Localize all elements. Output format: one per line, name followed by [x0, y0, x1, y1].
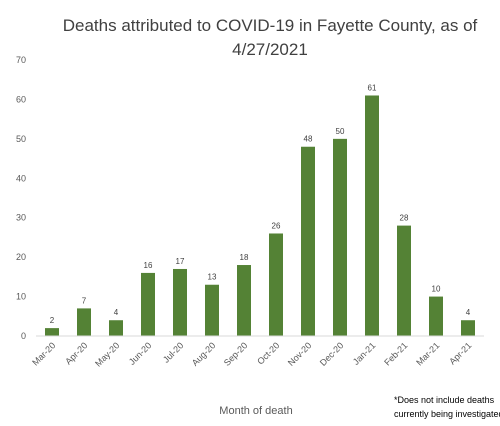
y-tick-label: 70 — [16, 55, 26, 65]
bar — [429, 296, 443, 336]
bar — [269, 233, 283, 336]
footnote: *Does not include deaths currently being… — [394, 393, 500, 423]
x-tick-label: Apr-20 — [63, 340, 89, 366]
bar — [365, 95, 379, 336]
footnote-line-2: currently being investigated — [394, 409, 500, 419]
bar — [205, 284, 219, 336]
footnote-line-1: *Does not include deaths — [394, 395, 495, 405]
data-label: 4 — [114, 308, 119, 317]
bar — [333, 138, 347, 336]
data-label: 18 — [240, 253, 249, 262]
y-tick-label: 0 — [21, 331, 26, 341]
bar — [397, 225, 411, 336]
x-tick-label: Mar-20 — [30, 340, 57, 367]
data-label: 17 — [176, 257, 185, 266]
data-label: 61 — [368, 83, 377, 92]
bar — [237, 265, 251, 336]
x-tick-label: Sep-20 — [222, 340, 250, 368]
x-tick-label: Feb-21 — [382, 340, 409, 367]
x-tick-label: Dec-20 — [318, 340, 346, 368]
bar — [141, 272, 155, 336]
x-tick-label: May-20 — [93, 340, 121, 368]
data-label: 13 — [208, 273, 217, 282]
x-tick-label: Aug-20 — [190, 340, 218, 368]
y-tick-label: 50 — [16, 134, 26, 144]
x-tick-label: Jul-20 — [161, 340, 185, 364]
bar — [173, 268, 187, 336]
y-tick-label: 60 — [16, 94, 26, 104]
x-axis-title: Month of death — [219, 405, 292, 417]
data-label: 16 — [144, 261, 153, 270]
data-label: 48 — [304, 135, 313, 144]
data-label: 10 — [432, 285, 441, 294]
x-tick-label: Apr-21 — [447, 340, 473, 366]
bar — [301, 146, 315, 336]
chart-title: Deaths attributed to COVID-19 in Fayette… — [62, 16, 478, 59]
bar — [77, 308, 91, 336]
y-tick-label: 40 — [16, 173, 26, 183]
y-tick-label: 10 — [16, 292, 26, 302]
y-tick-label: 20 — [16, 252, 26, 262]
data-label: 26 — [272, 221, 281, 230]
x-tick-label: Jun-20 — [127, 340, 154, 367]
bar — [109, 320, 123, 336]
data-label: 28 — [400, 214, 409, 223]
y-tick-label: 30 — [16, 213, 26, 223]
data-label: 2 — [50, 316, 55, 325]
x-tick-label: Oct-20 — [255, 340, 281, 366]
data-label: 7 — [82, 296, 87, 305]
bar — [461, 320, 475, 336]
x-tick-label: Nov-20 — [286, 340, 314, 368]
bar — [45, 328, 59, 336]
x-tick-label: Jan-21 — [351, 340, 378, 367]
data-label: 4 — [466, 308, 471, 317]
x-tick-label: Mar-21 — [414, 340, 441, 367]
data-label: 50 — [336, 127, 345, 136]
